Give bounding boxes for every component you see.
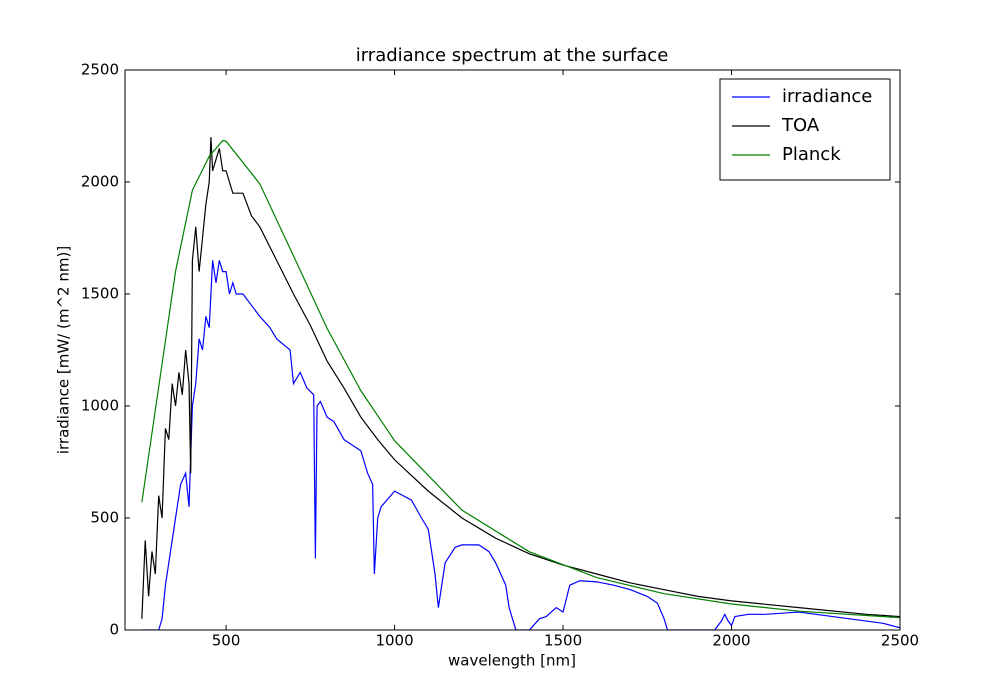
x-tick-label: 1000	[375, 632, 413, 650]
series-line	[141, 260, 900, 630]
chart-title: irradiance spectrum at the surface	[356, 45, 669, 66]
x-tick-label: 1500	[544, 632, 582, 650]
legend-text: Planck	[782, 144, 841, 165]
legend-text: irradiance	[782, 86, 872, 107]
legend-text: TOA	[781, 115, 820, 136]
plot-frame	[124, 69, 901, 631]
y-tick-label: 2000	[81, 173, 119, 191]
series-line	[141, 139, 900, 619]
legend-box	[719, 78, 891, 181]
y-tick-label: 1500	[81, 285, 119, 303]
x-tick-label: 2500	[881, 632, 919, 650]
y-tick-label: 2500	[81, 61, 119, 79]
series-line	[141, 137, 900, 619]
y-tick-label: 1000	[81, 397, 119, 415]
x-tick-label: 500	[212, 632, 241, 650]
y-tick-label: 500	[90, 509, 119, 527]
y-tick-label: 0	[109, 621, 119, 639]
x-axis-label: wavelength [nm]	[448, 652, 576, 670]
y-axis-label: irradiance [mW/ (m^2 nm)]	[55, 246, 73, 454]
x-tick-label: 2000	[712, 632, 750, 650]
